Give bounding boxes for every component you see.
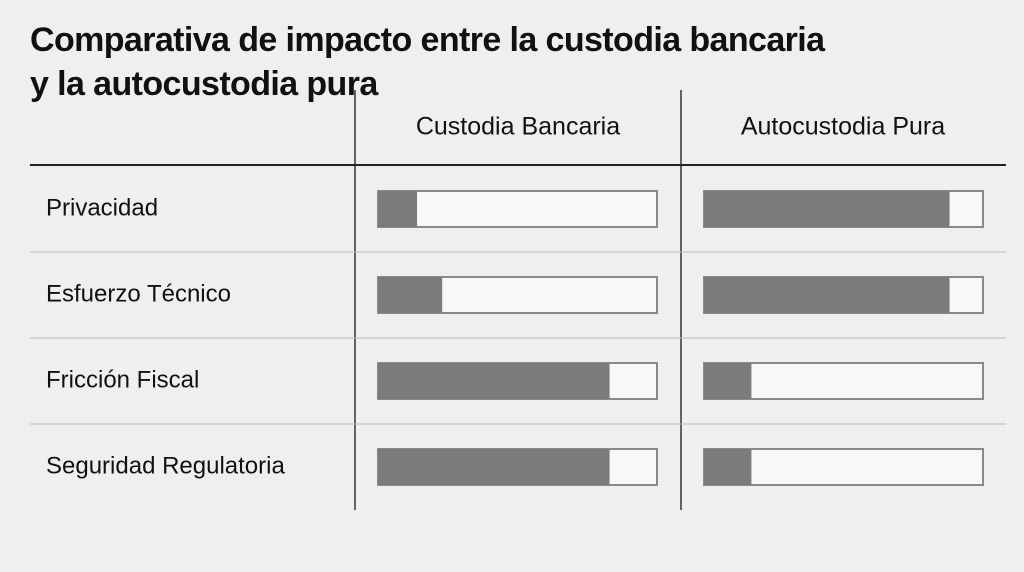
bar	[378, 277, 443, 313]
bar	[704, 363, 752, 399]
chart-title: Comparativa de impacto entre la custodia…	[30, 21, 825, 103]
bar	[704, 277, 950, 313]
column-header: Autocustodia Pura	[741, 113, 945, 141]
bar	[704, 191, 950, 227]
bar	[704, 449, 752, 485]
row-label: Privacidad	[46, 194, 158, 221]
row-label: Fricción Fiscal	[46, 366, 199, 393]
row-label: Esfuerzo Técnico	[46, 280, 231, 307]
column-header: Custodia Bancaria	[416, 113, 620, 141]
row-label: Seguridad Regulatoria	[46, 452, 285, 479]
bar	[378, 449, 610, 485]
bar	[378, 363, 610, 399]
bar	[378, 191, 418, 227]
bar-track	[377, 190, 658, 228]
